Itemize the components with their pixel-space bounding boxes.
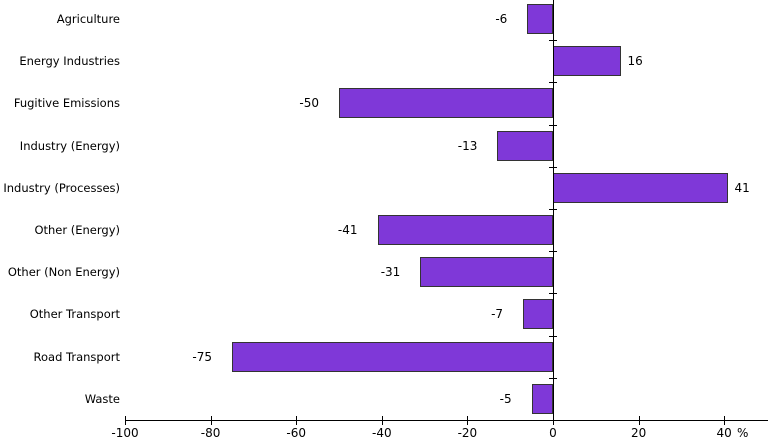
bar — [420, 257, 553, 288]
category-label: Industry (Processes) — [3, 180, 120, 195]
value-label: 16 — [627, 54, 643, 69]
category-label: Industry (Energy) — [19, 138, 120, 153]
category-label: Other (Non Energy) — [7, 265, 120, 280]
bar — [232, 341, 553, 372]
value-label: -75 — [192, 349, 212, 364]
x-axis-tick-label: -20 — [457, 426, 478, 440]
category-axis-tick — [549, 208, 557, 210]
category-label: Road Transport — [33, 349, 120, 364]
bar — [527, 4, 553, 34]
bar — [377, 215, 553, 245]
x-axis-tick — [638, 416, 640, 425]
bar — [553, 46, 622, 77]
category-axis-tick — [549, 166, 557, 168]
x-axis-tick — [553, 416, 554, 425]
category-axis-tick — [549, 377, 557, 379]
value-label: -5 — [499, 391, 512, 406]
value-label: -7 — [491, 307, 504, 322]
category-axis-tick — [549, 251, 557, 253]
bar — [531, 383, 553, 414]
category-axis-tick — [549, 335, 557, 337]
x-axis-unit-label: % — [737, 426, 749, 440]
bar — [497, 130, 553, 161]
category-axis-tick — [549, 40, 557, 42]
category-label: Other Transport — [29, 307, 120, 322]
category-label: Energy Industries — [19, 54, 120, 69]
x-axis-tick-label: 0 — [549, 426, 557, 440]
x-axis-tick-label: -40 — [371, 426, 392, 440]
x-axis-tick-label: 40 — [716, 426, 732, 440]
value-label: -31 — [380, 265, 401, 280]
x-axis-tick — [125, 416, 126, 425]
value-label: 41 — [734, 180, 750, 195]
category-label: Agriculture — [56, 12, 120, 26]
x-axis-tick-label: -60 — [286, 426, 306, 440]
x-axis-tick-label: 20 — [630, 426, 647, 440]
category-label: Other (Energy) — [34, 223, 120, 237]
x-axis-tick-label: -100 — [111, 426, 139, 440]
bar — [553, 172, 729, 203]
category-label: Waste — [84, 391, 120, 406]
category-axis-tick — [549, 82, 557, 84]
value-label: -50 — [299, 96, 319, 111]
category-axis-tick — [549, 124, 557, 126]
category-label: Fugitive Emissions — [13, 96, 120, 111]
bar — [339, 88, 553, 119]
bar — [523, 299, 553, 330]
category-axis-tick — [549, 293, 557, 295]
x-axis-tick — [724, 416, 726, 425]
value-label: -41 — [337, 223, 358, 237]
zero-axis-line — [553, 0, 554, 420]
x-axis-tick — [467, 416, 469, 425]
value-label: -6 — [495, 12, 508, 26]
x-axis-tick-label: -80 — [200, 426, 221, 440]
x-axis-line — [125, 420, 768, 421]
x-axis-tick — [210, 416, 212, 425]
value-label: -13 — [457, 138, 478, 153]
x-axis-tick — [296, 416, 298, 425]
x-axis-tick — [381, 416, 383, 425]
